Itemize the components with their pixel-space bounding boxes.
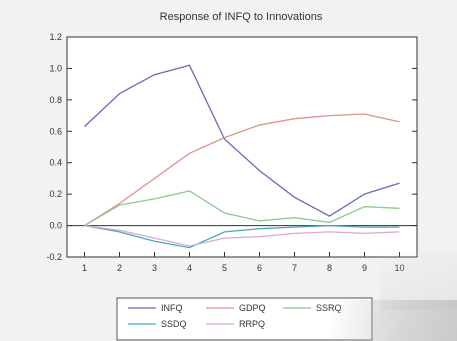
x-tick-label: 6 bbox=[257, 263, 262, 273]
legend-box bbox=[116, 297, 373, 341]
y-tick-label: 1.0 bbox=[49, 63, 62, 73]
legend-label-ssdq: SSDQ bbox=[161, 319, 187, 329]
x-axis-ticks: 1 2 3 4 5 6 7 8 9 10 bbox=[82, 252, 405, 273]
legend-label-ssrq: SSRQ bbox=[316, 303, 342, 313]
legend-label-rrpq: RRPQ bbox=[239, 319, 265, 329]
x-tick-label: 1 bbox=[82, 263, 87, 273]
series-line-ssdq bbox=[84, 224, 400, 249]
x-tick-label: 7 bbox=[292, 263, 297, 273]
x-tick-label: 5 bbox=[222, 263, 227, 273]
y-tick-label: 0.8 bbox=[49, 95, 62, 105]
series-line-rrpq bbox=[84, 224, 400, 247]
series-line-infq bbox=[84, 64, 400, 217]
y-tick-label: -0.2 bbox=[46, 252, 62, 262]
y-tick-label: 0.0 bbox=[49, 221, 62, 231]
watermark-shape bbox=[330, 300, 457, 341]
chart-title: Response of INFQ to Innovations bbox=[160, 11, 323, 23]
y-axis-ticks: -0.2 0.0 0.2 0.4 0.6 0.8 1.0 1.2 bbox=[46, 32, 417, 262]
y-tick-label: 0.2 bbox=[49, 189, 62, 199]
x-tick-label: 10 bbox=[394, 263, 404, 273]
legend: INFQ GDPQ SSRQ SSDQ RRPQ bbox=[116, 297, 373, 341]
x-tick-label: 9 bbox=[362, 263, 367, 273]
x-tick-label: 2 bbox=[117, 263, 122, 273]
x-tick-label: 4 bbox=[187, 263, 192, 273]
series-line-gdpq bbox=[84, 113, 400, 227]
x-tick-label: 3 bbox=[152, 263, 157, 273]
y-tick-label: 1.2 bbox=[49, 32, 62, 42]
legend-label-gdpq: GDPQ bbox=[239, 303, 266, 313]
legend-label-infq: INFQ bbox=[161, 303, 183, 313]
y-tick-label: 0.6 bbox=[49, 126, 62, 136]
x-tick-label: 8 bbox=[327, 263, 332, 273]
series-line-ssrq bbox=[84, 190, 400, 227]
y-tick-label: 0.4 bbox=[49, 158, 62, 168]
series-group bbox=[84, 64, 400, 249]
plot-frame bbox=[66, 36, 418, 258]
